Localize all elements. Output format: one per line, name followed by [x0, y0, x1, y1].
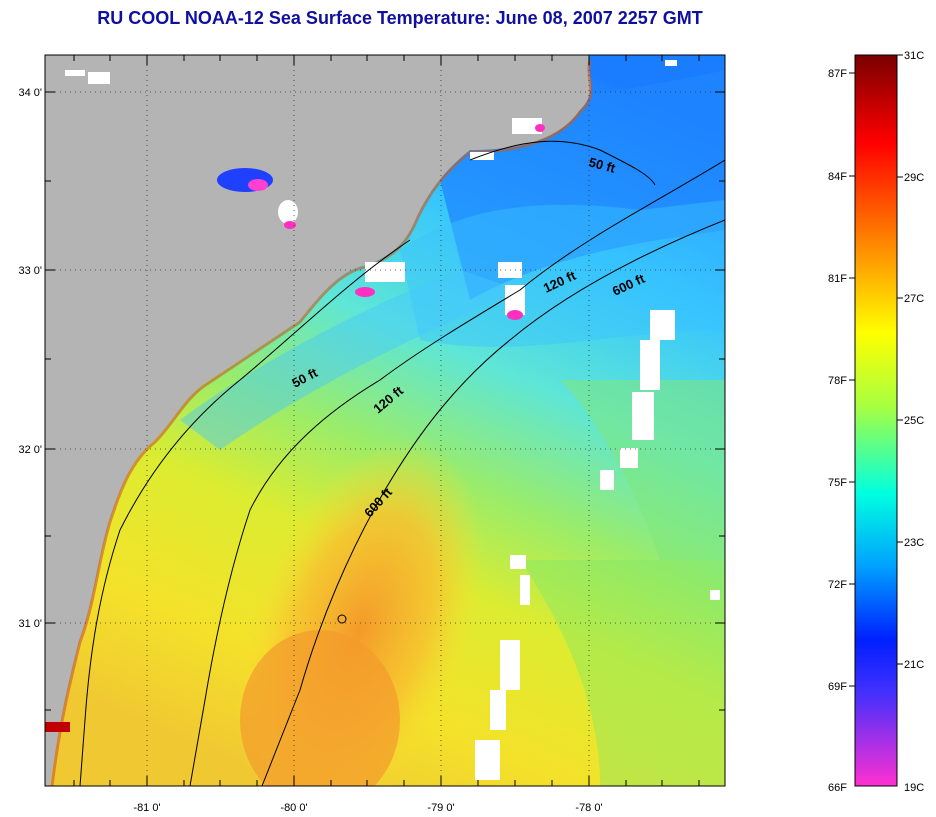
lat-tick-label: 32 0'	[18, 444, 42, 456]
lon-tick-label: -80 0'	[280, 802, 307, 814]
colorbar-c-label: 27C	[904, 293, 924, 305]
land	[45, 55, 591, 786]
lon-tick-label: -79 0'	[427, 802, 454, 814]
colorbar-f-label: 69F	[828, 681, 847, 693]
colorbar-f-label: 75F	[828, 477, 847, 489]
map-area	[45, 55, 725, 786]
colorbar-c-label: 23C	[904, 537, 924, 549]
isobath-120ft	[189, 159, 725, 786]
graticule	[45, 55, 725, 786]
lat-tick-label: 34 0'	[18, 87, 42, 99]
colorbar-c-label: 29C	[904, 172, 924, 184]
colorbar-f-label: 87F	[828, 68, 847, 80]
lat-tick-label: 31 0'	[18, 618, 42, 630]
colorbar-f-label: 81F	[828, 273, 847, 285]
isobath-600ft	[261, 219, 725, 786]
lon-tick-label: -78 0'	[575, 802, 602, 814]
map-title: RU COOL NOAA-12 Sea Surface Temperature:…	[97, 8, 703, 28]
colorbar-c-label: 31C	[904, 50, 924, 62]
lon-tick-label: -81 0'	[133, 802, 160, 814]
color-bar: 87F 84F 81F 78F 75F 72F 69F 66F 31C 29C …	[828, 50, 924, 794]
colorbar-f-label: 78F	[828, 375, 847, 387]
contour-label-50ft-north: 50 ft	[587, 154, 617, 176]
colorbar-c-label: 19C	[904, 782, 924, 794]
frame-ticks	[45, 55, 725, 786]
map-frame	[44, 54, 726, 787]
lat-tick-label: 33 0'	[18, 265, 42, 277]
colorbar-f-label: 84F	[828, 171, 847, 183]
isobath-50ft-north	[469, 140, 656, 186]
colorbar-f-label: 66F	[828, 782, 847, 794]
colorbar-c-label: 21C	[904, 659, 924, 671]
colorbar-f-label: 72F	[828, 579, 847, 591]
isobaths	[79, 140, 725, 786]
isobath-50ft-south	[79, 239, 411, 786]
colorbar-c-label: 25C	[904, 415, 924, 427]
